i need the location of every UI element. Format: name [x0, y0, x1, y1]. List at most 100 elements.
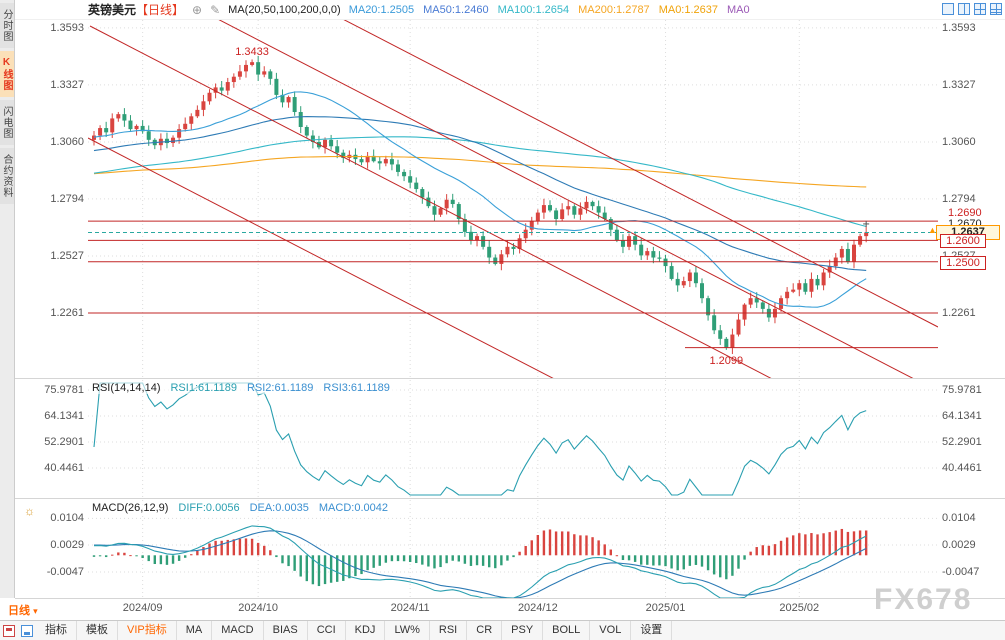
ma-value-2: MA100:1.2654: [497, 3, 570, 16]
tab-VIP指标[interactable]: VIP指标: [118, 621, 177, 640]
ma-value-0: MA20:1.2505: [348, 3, 415, 16]
sidebar-item-1[interactable]: K线图: [0, 51, 14, 97]
tab-LW%[interactable]: LW%: [385, 621, 430, 640]
panel-separator: [15, 498, 1005, 499]
layout-two-pane-icon[interactable]: [958, 3, 970, 15]
macd-indicator-chart[interactable]: [88, 500, 938, 600]
macd-axis-label: 0.0029: [942, 538, 976, 551]
panel-separator: [15, 598, 1005, 599]
rsi-axis-label: 64.1341: [44, 409, 84, 422]
tab-VOL[interactable]: VOL: [590, 621, 632, 640]
rsi-axis-label: 64.1341: [942, 409, 982, 422]
sidebar-item-0[interactable]: 分时图: [0, 3, 14, 48]
tab-RSI[interactable]: RSI: [430, 621, 468, 640]
tab-KDJ[interactable]: KDJ: [346, 621, 386, 640]
x-axis-label: 2025/02: [779, 602, 820, 614]
rsi-axis-label: 40.4461: [44, 461, 84, 474]
price-marker-1.2600: 1.2600: [940, 234, 986, 249]
ma-formula: MA(20,50,100,200,0,0): [228, 3, 341, 16]
layout-switcher: [942, 3, 1002, 15]
period-selector[interactable]: 日线 ▾: [8, 605, 38, 617]
panel-separator: [15, 378, 1005, 379]
rsi-header: RSI(14,14,14) RSI1:61.1189 RSI2:61.1189 RS…: [92, 382, 400, 394]
main-y-axis-label: 1.3060: [50, 135, 84, 148]
macd-value-1: DEA:0.0035: [249, 502, 309, 514]
macd-axis-label: 0.0104: [50, 512, 84, 525]
rsi-axis-label: 75.9781: [44, 384, 84, 396]
indicator-tabbar: 指标 模板 VIP指标 MA MACD BIAS CCI KDJ LW% RSI CR PSY BOLL…: [0, 620, 1005, 640]
sidebar-item-3[interactable]: 合约资料: [0, 148, 14, 204]
rsi-formula: RSI(14,14,14): [92, 382, 161, 394]
main-y-axis-label: 1.3593: [50, 21, 84, 34]
price-marker-1.2690: 1.2690: [948, 207, 982, 220]
macd-axis-label: 0.0104: [942, 512, 976, 525]
kline-mini-icon[interactable]: [3, 624, 15, 637]
rsi-axis-label: 40.4461: [942, 461, 982, 474]
main-price-chart[interactable]: [88, 20, 938, 378]
x-axis-label: 2024/10: [238, 602, 279, 614]
tab-BIAS[interactable]: BIAS: [264, 621, 308, 640]
chart-header: 英镑美元 【日线】 ⊕ ✎ MA(20,50,100,200,0,0) MA20…: [88, 0, 759, 19]
tab-模板[interactable]: 模板: [77, 621, 118, 640]
layout-four-pane-icon[interactable]: [990, 3, 1002, 15]
tab-指标[interactable]: 指标: [36, 621, 77, 640]
tab-设置[interactable]: 设置: [631, 621, 673, 640]
macd-settings-icon[interactable]: ☼: [24, 504, 35, 518]
macd-axis-label: 0.0029: [50, 538, 84, 551]
rsi-axis-label: 75.9781: [942, 384, 982, 396]
header-separator: [15, 19, 1005, 20]
period-title: 【日线】: [136, 3, 185, 17]
tab-PSY[interactable]: PSY: [502, 621, 544, 640]
main-y-axis-label: 1.3327: [942, 78, 976, 91]
sidebar-item-2[interactable]: 闪电图: [0, 100, 14, 145]
high-annotation: 1.3433: [235, 46, 269, 59]
ma-value-3: MA200:1.2787: [578, 3, 650, 16]
rsi-indicator-chart[interactable]: [88, 380, 938, 498]
symbol-title: 英镑美元: [88, 3, 137, 17]
x-axis-label: 2025/01: [645, 602, 686, 614]
main-y-axis-label: 1.2794: [942, 192, 976, 205]
rsi-axis-label: 52.2901: [942, 435, 982, 448]
ma-value-4: MA0:1.2637: [658, 3, 719, 16]
rsi-axis-label: 52.2901: [44, 435, 84, 448]
current-price-arrow-icon: ▲: [928, 225, 937, 236]
main-y-axis-label: 1.2794: [50, 192, 84, 205]
left-sidebar: 分时图 K线图闪电图合约资料: [0, 0, 15, 598]
x-axis-label: 2024/12: [517, 602, 558, 614]
rsi-values: RSI1:61.1189 RSI2:61.1189 RSI3:61.1189: [170, 382, 399, 394]
rsi-value-1: RSI2:61.1189: [246, 382, 314, 394]
tab-MACD[interactable]: MACD: [212, 621, 264, 640]
panel-mini-icon[interactable]: [21, 624, 33, 637]
rsi-value-0: RSI1:61.1189: [170, 382, 237, 394]
watermark: FX678: [874, 583, 973, 616]
ma-values: MA20:1.2505 MA50:1.2460 MA100:1.2654 MA200:…: [349, 4, 759, 16]
macd-formula: MACD(26,12,9): [92, 502, 169, 514]
main-y-axis-label: 1.3327: [50, 78, 84, 91]
main-y-axis-label: 1.2527: [50, 250, 84, 263]
price-marker-1.2500: 1.2500: [940, 255, 986, 270]
x-axis-label: 2024/11: [390, 602, 430, 614]
low-annotation: 1.2099: [709, 354, 744, 367]
rsi-value-2: RSI3:61.1189: [323, 382, 390, 394]
macd-axis-label: -0.0047: [46, 565, 84, 578]
ma-value-5: MA0: [727, 3, 750, 16]
macd-value-0: DIFF:0.0056: [178, 502, 240, 514]
tab-CR[interactable]: CR: [467, 621, 503, 640]
draw-tool-icon[interactable]: ✎: [210, 2, 221, 17]
x-axis-label: 2024/09: [122, 602, 163, 614]
tab-CCI[interactable]: CCI: [308, 621, 346, 640]
layout-three-pane-icon[interactable]: [974, 3, 986, 15]
add-indicator-icon[interactable]: ⊕: [192, 2, 203, 17]
main-y-axis-label: 1.2261: [50, 306, 84, 319]
main-y-axis-label: 1.3593: [942, 21, 976, 34]
tab-BOLL[interactable]: BOLL: [543, 621, 591, 640]
ma-value-1: MA50:1.2460: [423, 3, 489, 16]
macd-values: DIFF:0.0056 DEA:0.0035 MACD:0.0042: [178, 502, 398, 514]
chevron-down-icon: ▾: [33, 606, 38, 616]
main-y-axis-label: 1.2261: [942, 306, 976, 319]
layout-single-icon[interactable]: [942, 3, 954, 15]
macd-header: MACD(26,12,9) DIFF:0.0056 DEA:0.0035 MACD:…: [92, 502, 398, 514]
tab-MA[interactable]: MA: [177, 621, 213, 640]
macd-axis-label: -0.0047: [942, 565, 980, 578]
